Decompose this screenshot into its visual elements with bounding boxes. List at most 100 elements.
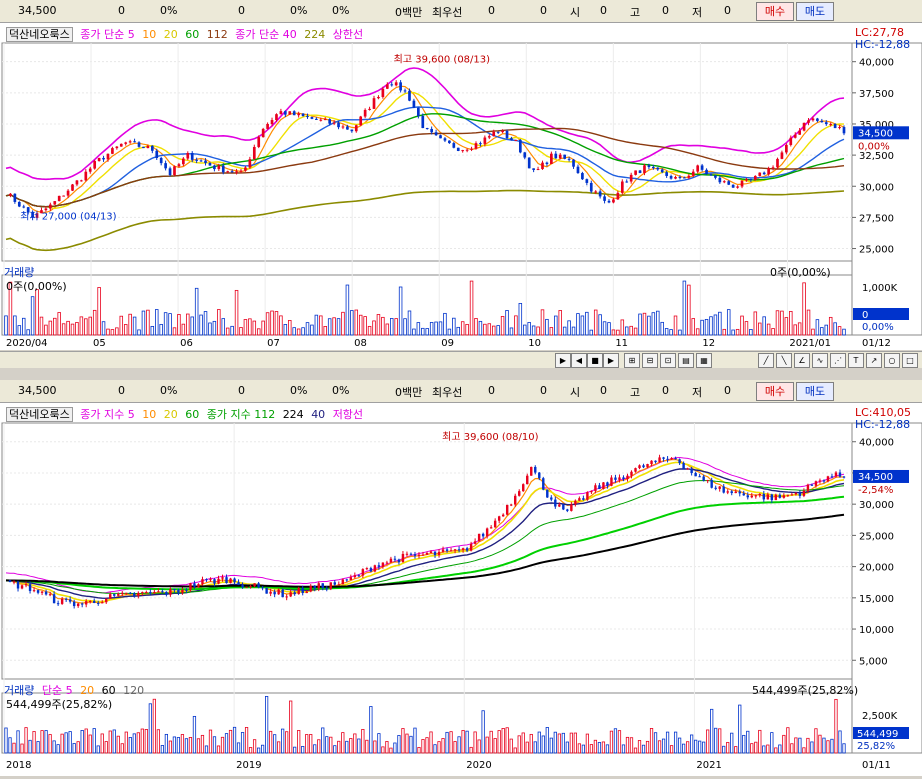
candle-body	[394, 82, 398, 86]
volume-bar	[617, 730, 622, 754]
stock-name-2[interactable]: 덕산네오룩스	[6, 407, 73, 422]
candle-body	[691, 171, 695, 176]
candle-body	[785, 144, 788, 153]
volume-bar	[545, 318, 549, 336]
draw-wave-icon[interactable]: ∿	[812, 353, 828, 368]
candle-body	[749, 179, 753, 181]
candle-body	[337, 122, 340, 128]
candle-body	[257, 137, 261, 147]
volume-bar	[184, 738, 189, 754]
volume-bar	[669, 329, 673, 336]
candle-body	[363, 109, 367, 117]
candle-body	[497, 516, 501, 521]
candle-body	[399, 82, 402, 91]
volume-bar	[217, 309, 221, 336]
top-scrollbar[interactable]: ▶ ◀ ■ ▶ ⊞ ⊟ ⊡ ▤ ▦ ╱ ╲ ∠ ∿ ⋰ T ↗ ○ □	[0, 351, 922, 368]
candle-body	[610, 477, 613, 486]
volume-bar	[782, 734, 786, 754]
candle-body	[473, 541, 477, 544]
scroll-prev-icon[interactable]: ◀	[571, 353, 587, 368]
volume-bar	[722, 328, 727, 336]
candle-body	[361, 569, 365, 576]
volume-bar	[798, 737, 802, 754]
tools-icon[interactable]: ▦	[696, 353, 712, 368]
volume-bar	[120, 743, 124, 754]
buy-button[interactable]: 매수	[756, 2, 794, 21]
candle-body	[453, 549, 457, 551]
volume-bar	[589, 329, 594, 336]
draw-circle-icon[interactable]: ○	[884, 353, 900, 368]
volume-bar	[653, 732, 658, 754]
bottom-chart-panel: 5,00010,00015,00020,00025,00030,00035,00…	[0, 403, 922, 776]
volume-bar	[585, 733, 590, 754]
stop-icon[interactable]: ■	[587, 353, 603, 368]
sell-button[interactable]: 매도	[796, 2, 834, 21]
volume-bar	[638, 313, 642, 336]
candle-body	[589, 182, 593, 192]
candle-body	[666, 458, 669, 460]
volume-bar	[393, 742, 397, 754]
change-value-2: 0	[118, 384, 125, 397]
scroll-left-icon[interactable]: ▶	[555, 353, 571, 368]
candle-body	[626, 475, 629, 480]
sell-button-2[interactable]: 매도	[796, 382, 834, 401]
period-icon[interactable]: ▤	[678, 353, 694, 368]
draw-trend-icon[interactable]: ╲	[776, 353, 792, 368]
draw-rect-icon[interactable]: □	[902, 353, 918, 368]
candle-body	[665, 172, 668, 176]
scroll-next-icon[interactable]: ▶	[603, 353, 619, 368]
volume-bar	[545, 727, 549, 754]
candle-body	[798, 492, 802, 496]
change-value: 0	[118, 4, 125, 17]
volume-bar	[325, 736, 329, 754]
volume-ma-label: 단순 5	[41, 684, 73, 697]
volume-bar	[453, 741, 457, 754]
volume-bar	[702, 741, 706, 754]
volume-bar	[749, 329, 753, 336]
resistance-line	[5, 456, 845, 594]
volume-bar	[20, 743, 24, 754]
candle-body	[430, 128, 433, 133]
candle-body	[694, 473, 697, 477]
volume-bar	[350, 310, 354, 336]
volume-bar	[770, 732, 774, 754]
volume-bar	[822, 737, 826, 754]
candle-body	[109, 594, 112, 599]
buy-button-2[interactable]: 매수	[756, 382, 794, 401]
candle-body	[105, 598, 108, 603]
top-price-chart[interactable]: 25,000 27,500 30,000 32,500 35,000 37,500 40,0…	[0, 23, 922, 350]
volume-bar	[754, 741, 758, 754]
draw-arrow-icon[interactable]: ↗	[866, 353, 882, 368]
candle-body	[576, 166, 580, 174]
candle-body	[562, 504, 565, 510]
volume-label: 거래량	[4, 266, 35, 279]
candle-body	[585, 179, 589, 183]
candle-body	[71, 184, 74, 191]
volume-bar	[8, 737, 12, 754]
candle-body	[762, 172, 766, 175]
draw-fan-icon[interactable]: ⋰	[830, 353, 846, 368]
draw-angle-icon[interactable]: ∠	[794, 353, 810, 368]
volume-bar	[190, 316, 194, 336]
candle-body	[217, 165, 221, 170]
zoom-out-icon[interactable]: ⊟	[642, 353, 658, 368]
candle-body	[221, 165, 225, 173]
volume-bar	[802, 747, 806, 754]
zoom-in-icon[interactable]: ⊞	[624, 353, 640, 368]
volume-ma-60: 60	[101, 684, 116, 697]
draw-line-icon[interactable]: ╱	[758, 353, 774, 368]
fit-icon[interactable]: ⊡	[660, 353, 676, 368]
draw-text-icon[interactable]: T	[848, 353, 864, 368]
x-tick-label: 07	[267, 338, 280, 349]
candle-body	[594, 191, 598, 193]
bottom-price-chart[interactable]: 5,00010,00015,00020,00025,00030,00035,00…	[0, 403, 922, 776]
current-price: 34,500	[18, 4, 57, 17]
candle-body	[266, 123, 269, 129]
volume-bar	[232, 726, 237, 754]
candle-body	[614, 477, 617, 480]
candle-body	[527, 157, 531, 169]
volume-last-label-2: 544,499	[857, 729, 898, 740]
volume-bar	[441, 738, 445, 754]
volume-bar	[802, 282, 806, 336]
stock-name[interactable]: 덕산네오룩스	[6, 27, 73, 42]
